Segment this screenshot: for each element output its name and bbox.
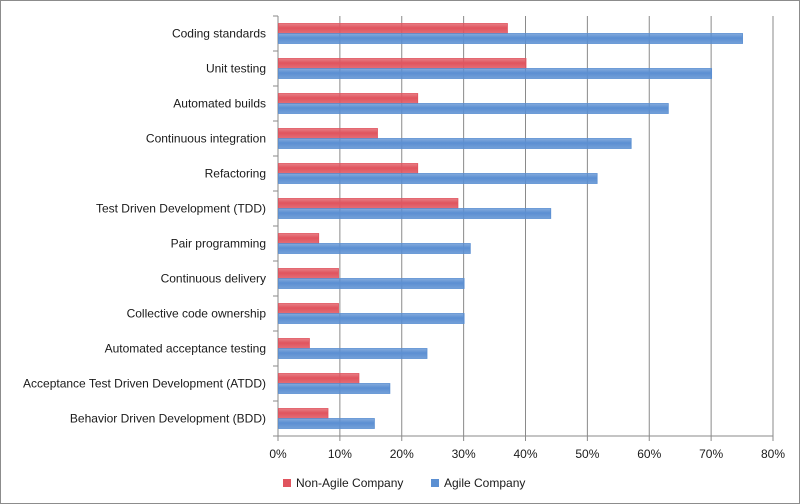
x-tick-label: 40%: [513, 447, 537, 461]
category-label: Pair programming: [171, 237, 266, 251]
bars: [278, 23, 743, 429]
bar-non-agile: [278, 303, 339, 314]
bar-agile: [278, 33, 743, 44]
bar-non-agile: [278, 408, 329, 419]
bar-non-agile: [278, 338, 310, 349]
legend: Non-Agile Company Agile Company: [283, 476, 525, 490]
x-tick-label: 80%: [761, 447, 785, 461]
category-label: Acceptance Test Driven Development (ATDD…: [23, 377, 266, 391]
bar-agile: [278, 138, 632, 149]
category-labels: Coding standards Unit testing Automated bu…: [23, 27, 266, 426]
bar-non-agile: [278, 373, 360, 384]
legend-label: Non-Agile Company: [296, 476, 403, 490]
legend-swatch: [283, 479, 291, 487]
category-label: Continuous integration: [146, 132, 266, 146]
category-label: Behavior Driven Development (BDD): [70, 412, 266, 426]
bar-agile: [278, 173, 598, 184]
category-label: Automated acceptance testing: [105, 342, 266, 356]
bar-non-agile: [278, 128, 378, 139]
x-tick-label: 10%: [328, 447, 352, 461]
x-tick-label: 60%: [637, 447, 661, 461]
x-tick-label: 50%: [575, 447, 599, 461]
category-label: Unit testing: [206, 62, 266, 76]
x-tick-label: 20%: [390, 447, 414, 461]
bar-agile: [278, 68, 713, 79]
bar-agile: [278, 418, 375, 429]
bar-agile: [278, 208, 552, 219]
bar-non-agile: [278, 233, 320, 244]
bar-agile: [278, 313, 465, 324]
bar-agile: [278, 348, 428, 359]
x-tick-label: 30%: [452, 447, 476, 461]
x-tick-label: 70%: [699, 447, 723, 461]
bar-non-agile: [278, 198, 459, 209]
bar-non-agile: [278, 93, 419, 104]
category-label: Coding standards: [172, 27, 266, 41]
bar-non-agile: [278, 58, 527, 69]
legend-label: Agile Company: [444, 476, 525, 490]
bar-non-agile: [278, 268, 339, 279]
legend-swatch: [431, 479, 439, 487]
x-tick-label: 0%: [269, 447, 287, 461]
category-label: Test Driven Development (TDD): [96, 202, 266, 216]
gridlines: [273, 15, 774, 441]
bar-agile: [278, 243, 471, 254]
category-label: Refactoring: [205, 167, 266, 181]
bar-agile: [278, 103, 669, 114]
category-label: Continuous delivery: [161, 272, 266, 286]
bar-non-agile: [278, 23, 508, 34]
bar-agile: [278, 383, 391, 394]
bar-non-agile: [278, 163, 419, 174]
x-tick-labels: 0% 10% 20% 30% 40% 50% 60% 70% 80%: [269, 447, 785, 461]
bar-agile: [278, 278, 465, 289]
category-label: Automated builds: [173, 97, 266, 111]
category-label: Collective code ownership: [127, 307, 267, 321]
